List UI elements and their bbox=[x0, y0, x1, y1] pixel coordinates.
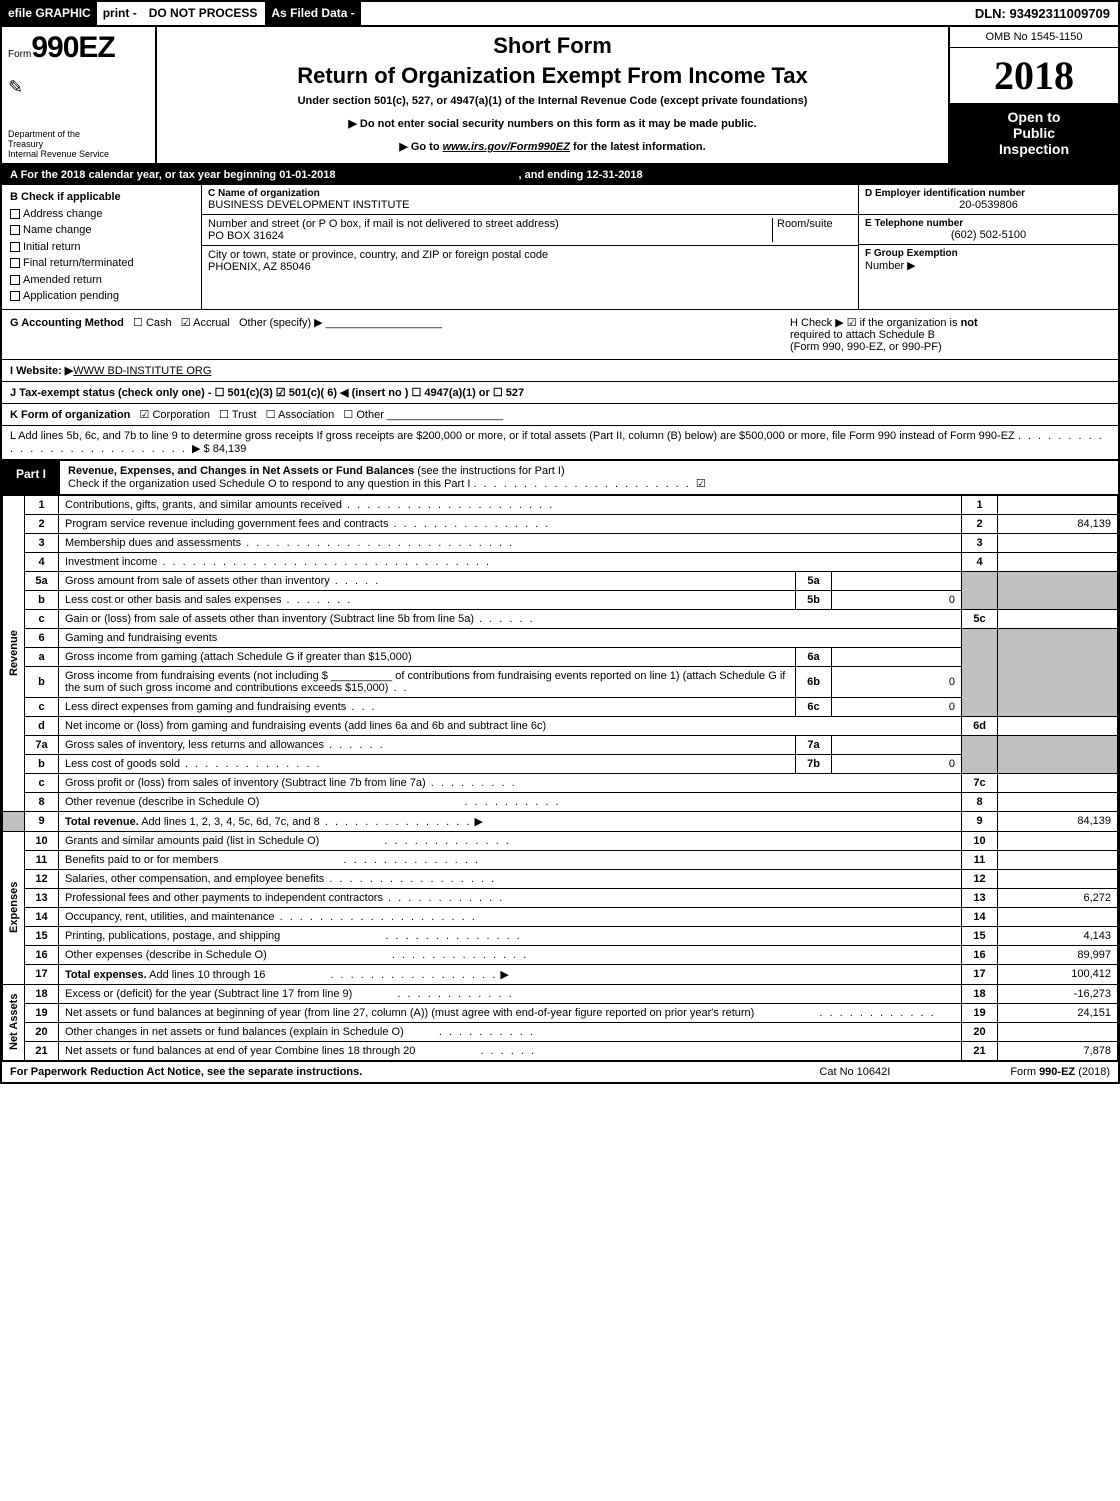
cat-number: Cat No 10642I bbox=[819, 1066, 890, 1078]
chk-initial[interactable]: Initial return bbox=[10, 239, 193, 256]
form-ref: Form 990-EZ (2018) bbox=[1010, 1066, 1110, 1078]
h-schedule-b: H Check ▶ ☑ if the organization is not r… bbox=[790, 316, 1110, 353]
table-row: Net Assets 18 Excess or (deficit) for th… bbox=[3, 984, 1118, 1003]
table-row: 8 Other revenue (describe in Schedule O)… bbox=[3, 792, 1118, 811]
c-street: Number and street (or P O box, if mail i… bbox=[202, 215, 858, 246]
subtitle: Under section 501(c), 527, or 4947(a)(1)… bbox=[163, 95, 942, 107]
row-l-gross-receipts: L Add lines 5b, 6c, and 7b to line 9 to … bbox=[2, 426, 1118, 461]
asfiled-label: As Filed Data - bbox=[265, 2, 360, 25]
d-ein: D Employer identification number 20-0539… bbox=[859, 185, 1118, 215]
revenue-sidelabel: Revenue bbox=[3, 495, 25, 811]
omb-number: OMB No 1545-1150 bbox=[950, 27, 1118, 48]
table-row: b Less cost of goods sold . . . . . . . … bbox=[3, 754, 1118, 773]
table-row: b Less cost or other basis and sales exp… bbox=[3, 590, 1118, 609]
row-i-website: I Website: ▶WWW BD-INSTITUTE ORG bbox=[2, 360, 1118, 382]
form-container: efile GRAPHIC print - DO NOT PROCESS As … bbox=[0, 0, 1120, 1084]
table-row: a Gross income from gaming (attach Sched… bbox=[3, 647, 1118, 666]
print-label: print - bbox=[97, 2, 143, 25]
table-row: 4 Investment income . . . . . . . . . . … bbox=[3, 552, 1118, 571]
dln-label: DLN: 93492311009709 bbox=[967, 2, 1118, 25]
open-public-badge: Open to Public Inspection bbox=[950, 103, 1118, 163]
column-d-e-f: D Employer identification number 20-0539… bbox=[858, 185, 1118, 309]
expenses-sidelabel: Expenses bbox=[3, 831, 25, 984]
c-city: City or town, state or province, country… bbox=[202, 246, 858, 276]
tax-year: 2018 bbox=[950, 48, 1118, 103]
table-row: 20 Other changes in net assets or fund b… bbox=[3, 1022, 1118, 1041]
table-row: 12 Salaries, other compensation, and emp… bbox=[3, 869, 1118, 888]
chk-name[interactable]: Name change bbox=[10, 222, 193, 239]
header-left: Form990EZ ✎ Department of the Treasury I… bbox=[2, 27, 157, 163]
table-row: Expenses 10 Grants and similar amounts p… bbox=[3, 831, 1118, 850]
b-title: B Check if applicable bbox=[10, 189, 193, 206]
table-row: c Gross profit or (loss) from sales of i… bbox=[3, 773, 1118, 792]
donotprocess-label: DO NOT PROCESS bbox=[143, 2, 264, 25]
table-row: d Net income or (loss) from gaming and f… bbox=[3, 716, 1118, 735]
footer: For Paperwork Reduction Act Notice, see … bbox=[2, 1061, 1118, 1082]
table-row: 9 Total revenue. Add lines 1, 2, 3, 4, 5… bbox=[3, 811, 1118, 831]
table-row: 7a Gross sales of inventory, less return… bbox=[3, 735, 1118, 754]
chk-amended[interactable]: Amended return bbox=[10, 272, 193, 289]
part-1-title: Revenue, Expenses, and Changes in Net As… bbox=[60, 461, 1118, 494]
table-row: c Less direct expenses from gaming and f… bbox=[3, 697, 1118, 716]
g-accounting: G Accounting Method ☐ Cash ☑ Accrual Oth… bbox=[10, 316, 790, 353]
main-title: Return of Organization Exempt From Incom… bbox=[163, 63, 942, 89]
chk-final[interactable]: Final return/terminated bbox=[10, 255, 193, 272]
table-row: 3 Membership dues and assessments . . . … bbox=[3, 533, 1118, 552]
table-row: 19 Net assets or fund balances at beginn… bbox=[3, 1003, 1118, 1022]
header-center: Short Form Return of Organization Exempt… bbox=[157, 27, 948, 163]
chk-pending[interactable]: Application pending bbox=[10, 288, 193, 305]
table-row: c Gain or (loss) from sale of assets oth… bbox=[3, 609, 1118, 628]
chk-address[interactable]: Address change bbox=[10, 206, 193, 223]
table-row: 5a Gross amount from sale of assets othe… bbox=[3, 571, 1118, 590]
column-b-checkboxes: B Check if applicable Address change Nam… bbox=[2, 185, 202, 309]
c-org-name: C Name of organization BUSINESS DEVELOPM… bbox=[202, 185, 858, 215]
goto-note: ▶ Go to www.irs.gov/Form990EZ for the la… bbox=[163, 140, 942, 153]
table-row: 21 Net assets or fund balances at end of… bbox=[3, 1041, 1118, 1060]
table-row: 13 Professional fees and other payments … bbox=[3, 888, 1118, 907]
table-row: 16 Other expenses (describe in Schedule … bbox=[3, 945, 1118, 964]
table-row: 14 Occupancy, rent, utilities, and maint… bbox=[3, 907, 1118, 926]
part-1-label: Part I bbox=[2, 461, 60, 494]
top-bar: efile GRAPHIC print - DO NOT PROCESS As … bbox=[2, 2, 1118, 27]
table-row: 6 Gaming and fundraising events bbox=[3, 628, 1118, 647]
row-j-tax-exempt: J Tax-exempt status (check only one) - ☐… bbox=[2, 382, 1118, 404]
e-telephone: E Telephone number (602) 502-5100 bbox=[859, 215, 1118, 245]
column-c: C Name of organization BUSINESS DEVELOPM… bbox=[202, 185, 858, 309]
website-value[interactable]: WWW BD-INSTITUTE ORG bbox=[73, 365, 211, 377]
signature-icon: ✎ bbox=[8, 77, 149, 98]
header-right: OMB No 1545-1150 2018 Open to Public Ins… bbox=[948, 27, 1118, 163]
part-1-table: Revenue 1 Contributions, gifts, grants, … bbox=[2, 495, 1118, 1061]
form-prefix: Form bbox=[8, 49, 31, 60]
part-1-header: Part I Revenue, Expenses, and Changes in… bbox=[2, 461, 1118, 495]
efile-label: efile GRAPHIC bbox=[2, 2, 97, 25]
section-b-c-d: B Check if applicable Address change Nam… bbox=[2, 185, 1118, 310]
table-row: 15 Printing, publications, postage, and … bbox=[3, 926, 1118, 945]
f-group-exemption: F Group Exemption Number ▶ bbox=[859, 245, 1118, 275]
paperwork-notice: For Paperwork Reduction Act Notice, see … bbox=[10, 1066, 819, 1078]
short-form-title: Short Form bbox=[163, 33, 942, 59]
ssn-note: ▶ Do not enter social security numbers o… bbox=[163, 117, 942, 130]
room-suite: Room/suite bbox=[772, 218, 852, 242]
header-row: Form990EZ ✎ Department of the Treasury I… bbox=[2, 27, 1118, 165]
table-row: 11 Benefits paid to or for members . . .… bbox=[3, 850, 1118, 869]
row-k-form-org: K Form of organization ☑ Corporation ☐ T… bbox=[2, 404, 1118, 426]
form-number: 990EZ bbox=[31, 31, 114, 64]
table-row: 17 Total expenses. Add lines 10 through … bbox=[3, 964, 1118, 984]
row-a-taxyear: A For the 2018 calendar year, or tax yea… bbox=[2, 165, 1118, 185]
table-row: b Gross income from fundraising events (… bbox=[3, 666, 1118, 697]
irs-link[interactable]: www.irs.gov/Form990EZ bbox=[443, 141, 570, 153]
department-label: Department of the Treasury Internal Reve… bbox=[8, 129, 149, 159]
table-row: Revenue 1 Contributions, gifts, grants, … bbox=[3, 495, 1118, 514]
row-g-h: G Accounting Method ☐ Cash ☑ Accrual Oth… bbox=[2, 310, 1118, 360]
netassets-sidelabel: Net Assets bbox=[3, 984, 25, 1060]
table-row: 2 Program service revenue including gove… bbox=[3, 514, 1118, 533]
